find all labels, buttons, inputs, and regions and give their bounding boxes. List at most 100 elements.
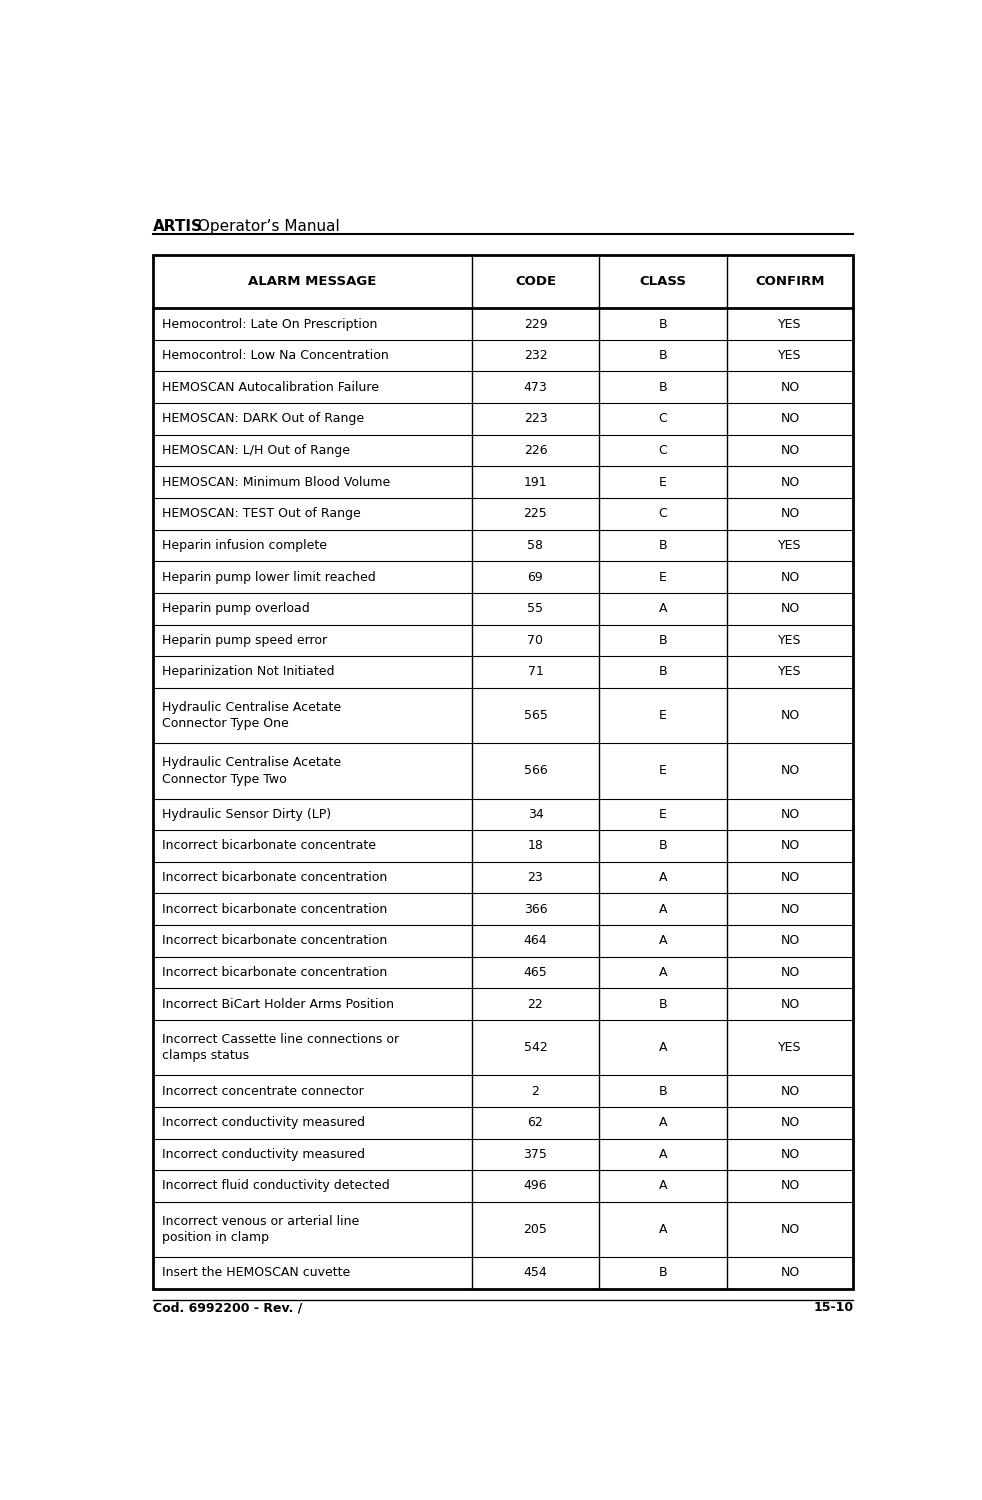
Text: ARTIS: ARTIS (153, 219, 203, 234)
Text: 15-10: 15-10 (813, 1300, 853, 1314)
Text: NO: NO (781, 1266, 799, 1280)
Text: Incorrect bicarbonate concentration: Incorrect bicarbonate concentration (162, 871, 388, 883)
Text: Incorrect bicarbonate concentration: Incorrect bicarbonate concentration (162, 903, 388, 915)
Text: 223: 223 (523, 413, 547, 426)
Text: E: E (659, 808, 667, 820)
Text: Heparin infusion complete: Heparin infusion complete (162, 538, 327, 552)
Text: 55: 55 (527, 602, 543, 615)
Text: CONFIRM: CONFIRM (755, 274, 825, 288)
Text: NO: NO (781, 765, 799, 777)
Text: NO: NO (781, 934, 799, 948)
Text: A: A (659, 903, 667, 915)
Text: Hydraulic Sensor Dirty (LP): Hydraulic Sensor Dirty (LP) (162, 808, 332, 820)
Bar (153, 255, 853, 1288)
Text: E: E (659, 710, 667, 722)
Text: Hemocontrol: Late On Prescription: Hemocontrol: Late On Prescription (162, 318, 378, 330)
Text: Incorrect Cassette line connections or
clamps status: Incorrect Cassette line connections or c… (162, 1034, 400, 1062)
Text: NO: NO (781, 602, 799, 615)
Text: 232: 232 (523, 350, 547, 361)
Text: B: B (659, 381, 667, 394)
Text: A: A (659, 1148, 667, 1161)
Text: NO: NO (781, 444, 799, 458)
Text: A: A (659, 1179, 667, 1192)
Text: 473: 473 (523, 381, 547, 394)
Text: NO: NO (781, 381, 799, 394)
Text: E: E (659, 476, 667, 489)
Text: YES: YES (779, 1041, 801, 1054)
Text: 34: 34 (527, 808, 543, 820)
Text: YES: YES (779, 318, 801, 330)
Text: 229: 229 (523, 318, 547, 330)
Text: 69: 69 (527, 570, 543, 584)
Text: Hydraulic Centralise Acetate
Connector Type Two: Hydraulic Centralise Acetate Connector T… (162, 756, 342, 786)
Text: HEMOSCAN: Minimum Blood Volume: HEMOSCAN: Minimum Blood Volume (162, 476, 391, 489)
Text: NO: NO (781, 966, 799, 980)
Text: YES: YES (779, 634, 801, 646)
Text: 18: 18 (527, 840, 543, 852)
Text: NO: NO (781, 413, 799, 426)
Text: Operator’s Manual: Operator’s Manual (192, 219, 340, 234)
Text: 566: 566 (523, 765, 547, 777)
Text: 375: 375 (523, 1148, 547, 1161)
Text: NO: NO (781, 903, 799, 915)
Text: Incorrect conductivity measured: Incorrect conductivity measured (162, 1148, 365, 1161)
Text: 23: 23 (527, 871, 543, 883)
Text: NO: NO (781, 808, 799, 820)
Text: B: B (659, 350, 667, 361)
Text: A: A (659, 871, 667, 883)
Text: E: E (659, 570, 667, 584)
Text: HEMOSCAN: TEST Out of Range: HEMOSCAN: TEST Out of Range (162, 507, 361, 520)
Text: Insert the HEMOSCAN cuvette: Insert the HEMOSCAN cuvette (162, 1266, 351, 1280)
Text: NO: NO (781, 570, 799, 584)
Text: NO: NO (781, 998, 799, 1011)
Text: Incorrect bicarbonate concentrate: Incorrect bicarbonate concentrate (162, 840, 376, 852)
Text: C: C (659, 444, 668, 458)
Text: 71: 71 (527, 666, 543, 678)
Text: A: A (659, 1222, 667, 1236)
Text: 58: 58 (527, 538, 543, 552)
Text: B: B (659, 666, 667, 678)
Text: E: E (659, 765, 667, 777)
Text: B: B (659, 318, 667, 330)
Text: Incorrect bicarbonate concentration: Incorrect bicarbonate concentration (162, 966, 388, 980)
Text: NO: NO (781, 840, 799, 852)
Text: 22: 22 (527, 998, 543, 1011)
Text: Heparin pump overload: Heparin pump overload (162, 602, 310, 615)
Text: NO: NO (781, 1179, 799, 1192)
Text: 496: 496 (523, 1179, 547, 1192)
Text: YES: YES (779, 666, 801, 678)
Text: NO: NO (781, 871, 799, 883)
Text: A: A (659, 1041, 667, 1054)
Text: NO: NO (781, 710, 799, 722)
Text: CLASS: CLASS (639, 274, 686, 288)
Text: C: C (659, 413, 668, 426)
Text: HEMOSCAN: L/H Out of Range: HEMOSCAN: L/H Out of Range (162, 444, 351, 458)
Text: Hydraulic Centralise Acetate
Connector Type One: Hydraulic Centralise Acetate Connector T… (162, 700, 342, 730)
Text: HEMOSCAN Autocalibration Failure: HEMOSCAN Autocalibration Failure (162, 381, 379, 394)
Text: 62: 62 (527, 1116, 543, 1130)
Text: 366: 366 (523, 903, 547, 915)
Text: B: B (659, 840, 667, 852)
Text: YES: YES (779, 350, 801, 361)
Text: NO: NO (781, 476, 799, 489)
Text: B: B (659, 1084, 667, 1098)
Text: A: A (659, 966, 667, 980)
Text: 225: 225 (523, 507, 547, 520)
Text: 454: 454 (523, 1266, 547, 1280)
Text: Heparin pump speed error: Heparin pump speed error (162, 634, 327, 646)
Text: Heparin pump lower limit reached: Heparin pump lower limit reached (162, 570, 376, 584)
Text: 205: 205 (523, 1222, 547, 1236)
Text: Incorrect conductivity measured: Incorrect conductivity measured (162, 1116, 365, 1130)
Text: A: A (659, 1116, 667, 1130)
Text: HEMOSCAN: DARK Out of Range: HEMOSCAN: DARK Out of Range (162, 413, 364, 426)
Text: 464: 464 (523, 934, 547, 948)
Text: B: B (659, 998, 667, 1011)
Text: B: B (659, 634, 667, 646)
Text: B: B (659, 1266, 667, 1280)
Text: NO: NO (781, 1148, 799, 1161)
Text: Cod. 6992200 - Rev. /: Cod. 6992200 - Rev. / (153, 1300, 302, 1314)
Text: Incorrect bicarbonate concentration: Incorrect bicarbonate concentration (162, 934, 388, 948)
Text: 2: 2 (531, 1084, 539, 1098)
Text: B: B (659, 538, 667, 552)
Text: NO: NO (781, 1084, 799, 1098)
